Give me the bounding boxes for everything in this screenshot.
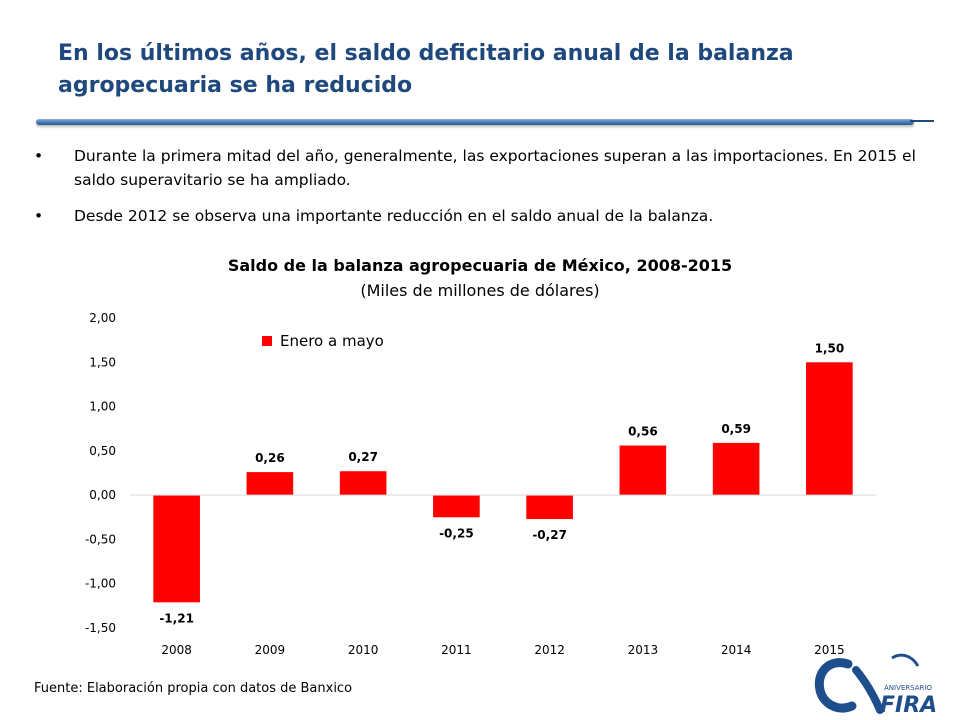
x-tick-label: 2009 xyxy=(255,643,286,657)
fira-logo: ANIVERSARIO FIRA xyxy=(814,653,937,718)
x-tick-label: 2008 xyxy=(161,643,192,657)
data-label: 0,59 xyxy=(721,422,751,436)
data-label: 0,56 xyxy=(628,425,658,439)
source-note: Fuente: Elaboración propia con datos de … xyxy=(34,681,353,696)
bar-chart: 2,00 1,50 1,00 0,50 0,00 -0,50 -1,00 -1,50 -1,21… xyxy=(85,311,876,657)
bar xyxy=(806,362,853,496)
bar xyxy=(433,495,480,518)
x-tick-label: 2010 xyxy=(348,643,379,657)
slide-title: En los últimos años, el saldo deficitari… xyxy=(58,41,794,98)
x-tick-label: 2015 xyxy=(814,643,845,657)
legend-label: Enero a mayo xyxy=(280,332,384,350)
data-label: -1,21 xyxy=(159,611,194,625)
y-tick-label: 1,50 xyxy=(89,355,116,369)
bullet-item: • Desde 2012 se observa una importante r… xyxy=(30,204,930,228)
x-tick-label: 2013 xyxy=(628,643,659,657)
chart-subtitle: (Miles de millones de dólares) xyxy=(360,281,600,300)
bar xyxy=(526,495,573,520)
data-label: 0,27 xyxy=(348,450,378,464)
data-label: 0,26 xyxy=(255,451,285,465)
bullet-dot: • xyxy=(34,147,44,165)
bar xyxy=(339,471,387,496)
bar xyxy=(619,445,667,496)
data-label: -0,25 xyxy=(439,526,474,540)
bullet-text: Durante la primera mitad del año, genera… xyxy=(74,147,916,189)
bar xyxy=(246,472,294,496)
y-tick-label: -0,50 xyxy=(85,532,116,546)
bullet-item: • Durante la primera mitad del año, gene… xyxy=(30,144,930,192)
bullet-dot: • xyxy=(34,207,44,225)
x-tick-label: 2011 xyxy=(441,643,472,657)
data-label: 1,50 xyxy=(815,341,845,355)
y-tick-label: -1,00 xyxy=(85,577,116,591)
y-tick-label: 2,00 xyxy=(89,311,116,325)
title-underline-tail xyxy=(910,120,934,122)
bullet-text: Desde 2012 se observa una importante red… xyxy=(74,207,714,225)
chart-title: Saldo de la balanza agropecuaria de Méxi… xyxy=(227,256,733,275)
y-tick-label: 0,50 xyxy=(89,444,116,458)
logo-subtext: ANIVERSARIO xyxy=(884,684,932,692)
y-tick-label: -1,50 xyxy=(85,621,116,635)
x-tick-label: 2014 xyxy=(721,643,752,657)
legend-swatch xyxy=(262,336,272,346)
data-label: -0,27 xyxy=(532,528,567,542)
y-tick-label: 0,00 xyxy=(89,488,116,502)
x-tick-label: 2012 xyxy=(534,643,565,657)
title-underline xyxy=(36,119,914,125)
logo-text: FIRA xyxy=(880,693,937,718)
y-tick-label: 1,00 xyxy=(89,400,116,414)
bullet-list: • Durante la primera mitad del año, gene… xyxy=(30,144,930,240)
bar xyxy=(153,495,200,603)
bar xyxy=(712,442,760,496)
